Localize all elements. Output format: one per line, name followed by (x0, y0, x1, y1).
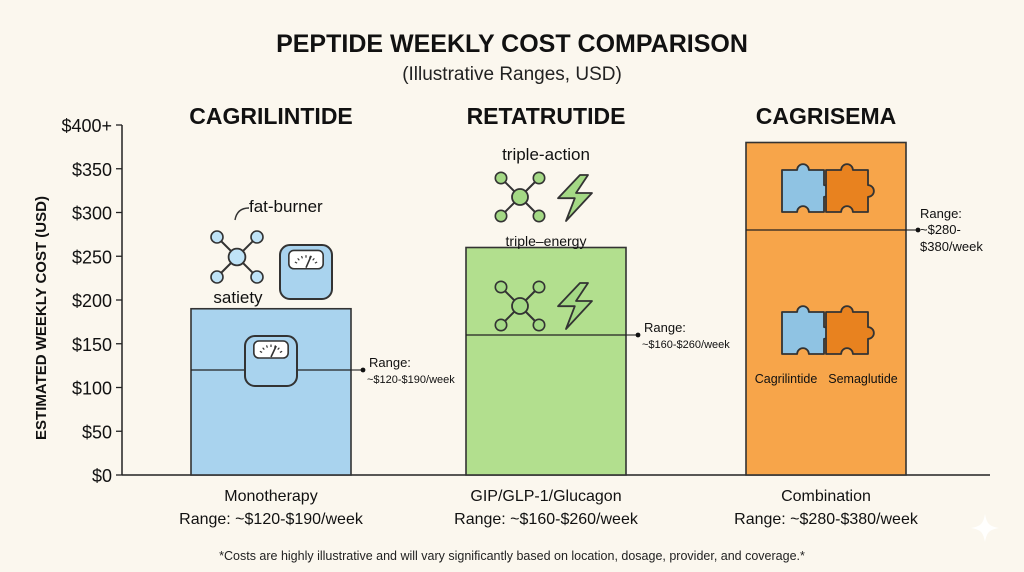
y-tick-label: $350 (72, 160, 112, 180)
range-leader-dot (915, 227, 921, 233)
range-label: Range: (920, 206, 962, 221)
bars: CAGRILINTIDE Range: ~$120-$190/week Monothe… (179, 103, 983, 528)
sparkle-icon (971, 514, 999, 542)
icon-label: triple-action (502, 145, 590, 164)
puzzle-icon (825, 305, 875, 355)
y-tick-label: $150 (72, 335, 112, 355)
range-leader-dot (360, 367, 366, 373)
bar-group: CAGRILINTIDE Range: ~$120-$190/week Monothe… (179, 103, 455, 528)
caption: Combination (781, 488, 871, 505)
puzzle-icon (781, 163, 831, 213)
y-tick-label: $50 (82, 422, 112, 442)
lightning-icon (557, 282, 593, 330)
range-value-label: $380/week (920, 239, 983, 254)
icon-label: Cagrilintide (755, 372, 818, 386)
y-tick-label: $200 (72, 291, 112, 311)
y-tick-label: $100 (72, 379, 112, 399)
caption-range: Range: ~$160-$260/week (454, 511, 639, 528)
scale-icon (279, 244, 333, 300)
icon-label: satiety (213, 288, 263, 307)
icon-label: fat-burner (249, 197, 323, 216)
icon-label: triple–energy (506, 233, 587, 249)
caption: GIP/GLP-1/Glucagon (470, 488, 621, 505)
range-value-label: ~$120-$190/week (367, 374, 455, 386)
fat-burner-icon (210, 230, 264, 284)
puzzle-icon (825, 163, 875, 213)
range-value-label: ~$280- (920, 222, 961, 237)
caption-range: Range: ~$280-$380/week (734, 511, 919, 528)
category-label: CAGRILINTIDE (189, 103, 353, 129)
bar-group: RETATRUTIDE Range: ~$160-$260/week GIP/GLP-… (454, 103, 730, 528)
molecule-icon (494, 171, 546, 223)
chart-title: PEPTIDE WEEKLY COST COMPARISON (276, 30, 748, 58)
range-leader-dot (635, 332, 641, 338)
range-value-label: ~$160-$260/week (642, 339, 730, 351)
bar (745, 141, 907, 476)
puzzle-icon (781, 305, 831, 355)
y-tick-label: $0 (92, 466, 112, 486)
scale-icon (244, 335, 298, 387)
range-label: Range: (369, 355, 411, 370)
molecule-icon (494, 280, 546, 332)
bar (465, 246, 627, 476)
y-tick-label: $400+ (61, 116, 112, 136)
range-label: Range: (644, 320, 686, 335)
y-tick-label: $250 (72, 247, 112, 267)
footnote: *Costs are highly illustrative and will … (219, 549, 805, 563)
category-label: RETATRUTIDE (467, 103, 626, 129)
caption: Monotherapy (224, 488, 317, 505)
category-label: CAGRISEMA (756, 103, 897, 129)
y-tick-label: $300 (72, 204, 112, 224)
icon-label: Semaglutide (828, 372, 898, 386)
caption-range: Range: ~$120-$190/week (179, 511, 364, 528)
chart-subtitle: (Illustrative Ranges, USD) (402, 64, 622, 85)
bar-group: CAGRISEMA Range:~$280- $380/week Combinatio… (734, 103, 983, 528)
y-axis-label: ESTIMATED WEEKLY COST (USD) (33, 196, 50, 440)
lightning-icon (557, 174, 593, 222)
bar (190, 307, 352, 476)
